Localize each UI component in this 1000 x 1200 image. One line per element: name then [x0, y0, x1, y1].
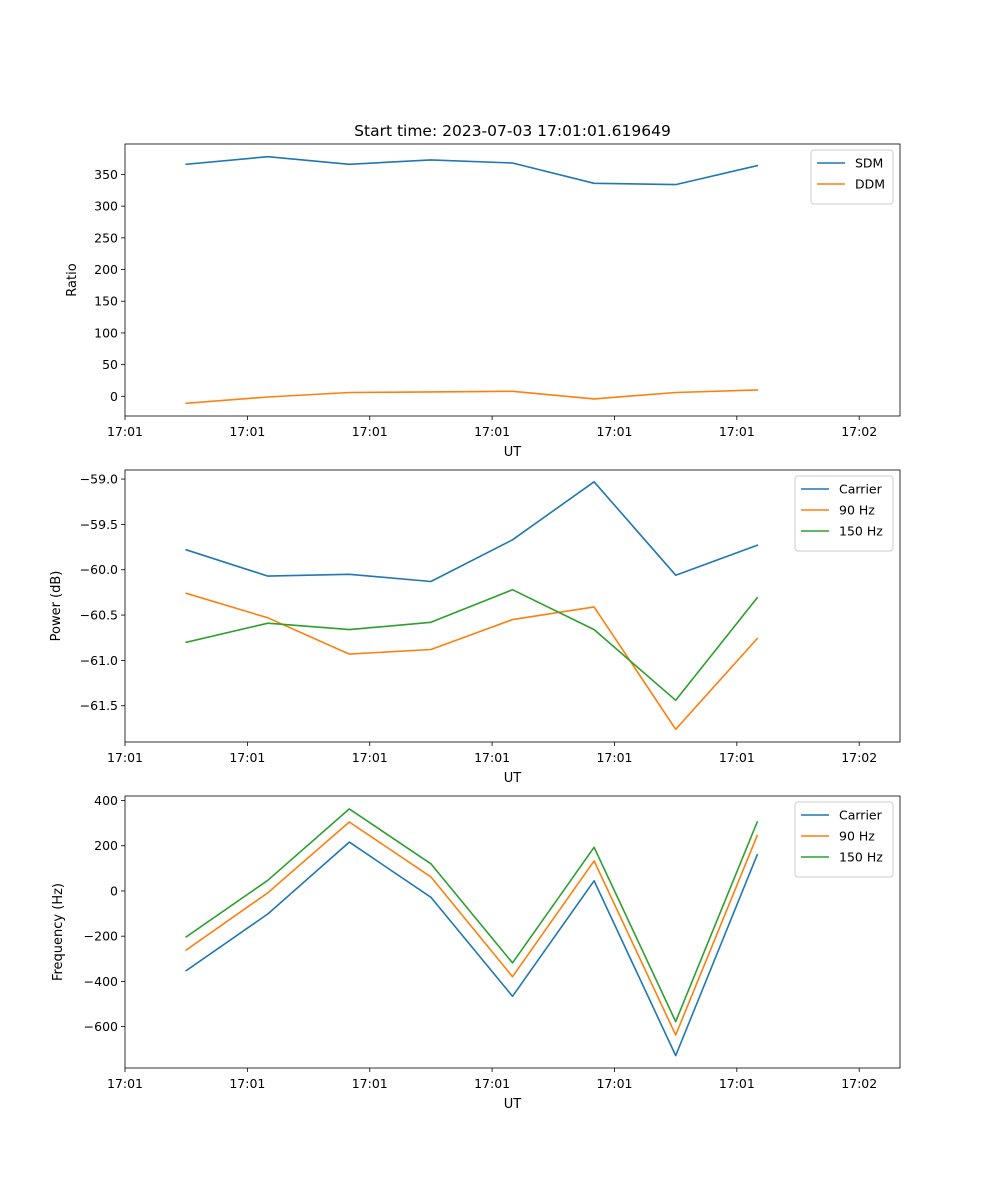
x-tick-label: 17:01: [719, 1076, 755, 1091]
series-line-150-hz: [185, 808, 759, 1023]
legend-label: SDM: [855, 156, 883, 171]
chart-panel-1: 17:01 17:01 17:01 17:01 17:01 17:01 17:02 0 50 10…: [65, 143, 901, 460]
y-tick-label: 200: [94, 838, 118, 853]
legend: SDM DDM: [810, 149, 894, 205]
y-tick-label: −200: [84, 929, 118, 944]
y-tick-label: 100: [94, 325, 118, 340]
x-tick-label: 17:01: [107, 750, 143, 765]
legend-label: DDM: [855, 177, 885, 192]
y-tick-label: 150: [94, 294, 118, 309]
x-tick-label: 17:01: [352, 424, 388, 439]
legend-label: 90 Hz: [839, 503, 875, 518]
x-tick-label: 17:02: [841, 1076, 877, 1091]
y-tick-label: −59.5: [80, 517, 118, 532]
series-line-150-hz: [185, 588, 759, 702]
legend-label: 150 Hz: [839, 850, 883, 865]
series-line-carrier: [185, 841, 759, 1057]
y-tick-label: 250: [94, 230, 118, 245]
y-tick-label: 300: [94, 199, 118, 214]
y-tick-label: −600: [84, 1019, 118, 1034]
x-tick-label: 17:01: [229, 750, 265, 765]
axes-frame: [124, 795, 901, 1069]
legend-label: Carrier: [839, 808, 883, 823]
figure-title: Start time: 2023-07-03 17:01:01.619649: [354, 122, 671, 140]
series-line-carrier: [185, 480, 759, 583]
x-tick-label: 17:01: [719, 750, 755, 765]
y-tick-label: 350: [94, 167, 118, 182]
y-tick-label: 50: [102, 357, 118, 372]
x-tick-label: 17:01: [474, 424, 510, 439]
y-tick-label: 200: [94, 262, 118, 277]
legend-box: [794, 801, 894, 878]
axes-frame: [124, 143, 901, 417]
legend-label: Carrier: [839, 482, 883, 497]
chart-panel-2: 17:01 17:01 17:01 17:01 17:01 17:01 17:02 −61.5…: [49, 469, 901, 786]
x-tick-label: 17:01: [107, 1076, 143, 1091]
x-tick-label: 17:01: [229, 424, 265, 439]
legend: Carrier 90 Hz 150 Hz: [794, 801, 894, 878]
x-tick-label: 17:01: [596, 750, 632, 765]
legend-label: 150 Hz: [839, 524, 883, 539]
series-line-90-hz: [185, 821, 759, 1036]
y-tick-label: −400: [84, 974, 118, 989]
x-tick-label: 17:01: [596, 1076, 632, 1091]
x-tick-label: 17:01: [107, 424, 143, 439]
x-tick-label: 17:01: [719, 424, 755, 439]
legend: Carrier 90 Hz 150 Hz: [794, 475, 894, 552]
x-tick-label: 17:02: [841, 750, 877, 765]
x-axis-label: UT: [504, 445, 522, 460]
y-tick-label: −61.5: [80, 698, 118, 713]
series-line-ddm: [185, 389, 759, 405]
x-tick-label: 17:01: [352, 1076, 388, 1091]
y-axis-label: Ratio: [65, 263, 80, 296]
x-tick-label: 17:01: [352, 750, 388, 765]
y-tick-label: −61.0: [80, 653, 118, 668]
x-tick-label: 17:01: [474, 1076, 510, 1091]
x-tick-label: 17:01: [474, 750, 510, 765]
y-axis-label: Power (dB): [49, 571, 64, 642]
axes-frame: [124, 469, 901, 743]
series-line-sdm: [185, 155, 759, 186]
x-tick-label: 17:01: [229, 1076, 265, 1091]
x-tick-label: 17:02: [841, 424, 877, 439]
y-tick-label: 0: [110, 883, 118, 898]
chart-panel-3: 17:01 17:01 17:01 17:01 17:01 17:01 17:02 −600 −…: [51, 793, 901, 1112]
y-tick-label: −60.0: [80, 562, 118, 577]
y-tick-label: −59.0: [80, 472, 118, 487]
x-axis-label: UT: [504, 771, 522, 786]
y-tick-label: 0: [110, 389, 118, 404]
legend-box: [794, 475, 894, 552]
legend-label: 90 Hz: [839, 829, 875, 844]
x-axis-label: UT: [504, 1097, 522, 1112]
y-tick-label: −60.5: [80, 608, 118, 623]
x-tick-label: 17:01: [596, 424, 632, 439]
y-tick-label: 400: [94, 793, 118, 808]
y-axis-label: Frequency (Hz): [51, 883, 66, 981]
